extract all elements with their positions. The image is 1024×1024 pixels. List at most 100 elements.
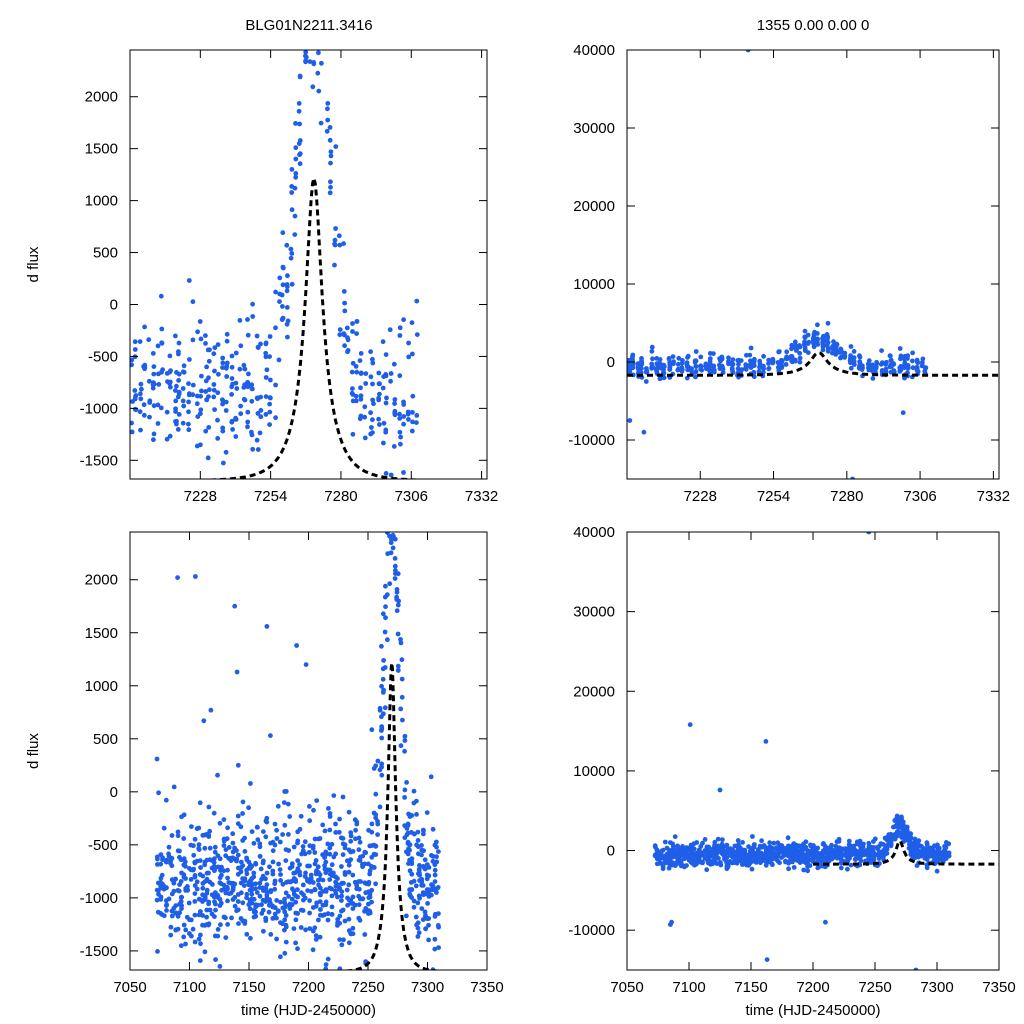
data-point	[210, 882, 215, 887]
data-point	[684, 863, 689, 868]
data-point	[236, 921, 241, 926]
data-point	[284, 282, 290, 287]
data-point	[394, 482, 399, 487]
data-point	[398, 441, 403, 447]
data-point	[905, 353, 911, 359]
data-point	[219, 872, 224, 878]
data-point	[382, 705, 388, 711]
data-point	[307, 41, 312, 46]
data-point	[779, 365, 785, 370]
data-point	[761, 353, 766, 359]
data-point	[238, 890, 244, 896]
data-point	[223, 408, 229, 413]
data-point	[274, 915, 279, 921]
data-point	[346, 940, 352, 946]
data-point	[434, 859, 440, 865]
data-point	[409, 895, 414, 900]
data-point	[280, 230, 286, 236]
data-point	[246, 805, 252, 811]
data-point	[289, 207, 295, 213]
data-point	[200, 885, 206, 891]
data-point	[147, 414, 152, 420]
data-point	[398, 743, 404, 749]
data-point	[221, 868, 227, 874]
data-point	[307, 59, 313, 64]
data-point	[180, 386, 186, 391]
data-point	[704, 867, 710, 873]
data-point	[293, 156, 299, 162]
data-point	[884, 846, 890, 852]
data-point	[303, 927, 308, 933]
data-point	[254, 890, 260, 895]
data-point	[766, 366, 772, 371]
data-point	[242, 835, 248, 841]
data-point	[851, 355, 857, 360]
data-point	[160, 855, 166, 861]
data-point	[434, 890, 439, 895]
data-point	[241, 362, 247, 368]
data-point	[186, 900, 192, 906]
data-point	[908, 831, 914, 837]
y-tick-label: 30000	[573, 604, 615, 621]
data-point	[203, 389, 209, 394]
data-point	[224, 338, 230, 344]
data-point	[383, 615, 388, 621]
data-point	[245, 379, 251, 385]
data-point	[377, 381, 382, 387]
data-point	[211, 810, 217, 816]
data-point	[851, 349, 857, 354]
data-point	[173, 910, 179, 916]
data-point	[357, 416, 363, 422]
x-tick-label: 7254	[254, 488, 287, 505]
data-point	[207, 347, 212, 353]
data-point	[325, 117, 331, 123]
data-point	[191, 852, 197, 858]
data-point	[387, 512, 392, 517]
data-point	[792, 357, 798, 363]
data-point	[766, 361, 771, 366]
data-point	[884, 359, 889, 365]
data-point	[337, 327, 343, 332]
data-point	[164, 902, 170, 908]
data-point	[280, 881, 286, 887]
data-point	[295, 840, 300, 846]
data-point	[880, 842, 886, 847]
data-point	[280, 315, 286, 321]
data-point	[899, 814, 904, 820]
data-point	[362, 414, 368, 420]
y-tick-label: 10000	[573, 276, 615, 293]
data-point	[383, 352, 389, 357]
data-point	[192, 883, 198, 888]
data-point	[417, 863, 422, 868]
data-point	[253, 881, 258, 887]
data-point	[274, 836, 280, 841]
data-point	[879, 348, 884, 353]
data-point	[323, 849, 329, 855]
data-point	[272, 842, 278, 848]
data-point	[350, 849, 356, 854]
data-point	[341, 331, 347, 337]
data-point	[825, 348, 831, 354]
data-point	[323, 962, 329, 967]
data-point	[362, 861, 368, 867]
data-point	[387, 506, 392, 511]
data-point	[332, 237, 338, 243]
data-point	[870, 376, 876, 381]
data-point	[218, 900, 224, 906]
data-point	[198, 411, 203, 417]
data-point	[848, 344, 854, 349]
data-point	[211, 860, 217, 865]
data-point	[346, 869, 352, 875]
data-point	[175, 394, 181, 400]
data-point	[337, 937, 343, 942]
data-point	[215, 390, 221, 396]
data-point	[841, 353, 847, 358]
y-tick-label: -1500	[80, 943, 118, 960]
data-point	[395, 571, 401, 577]
data-point	[825, 335, 830, 341]
data-point	[657, 357, 663, 362]
data-point	[213, 907, 218, 913]
data-point	[189, 824, 194, 829]
data-point	[251, 874, 257, 880]
